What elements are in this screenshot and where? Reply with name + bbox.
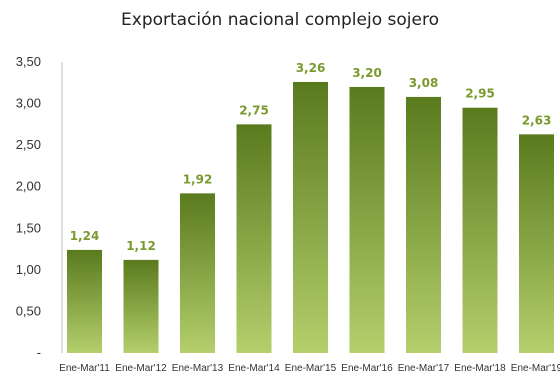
x-axis: Ene-Mar'11 Ene-Mar'12 Ene-Mar'13 Ene-Mar'14…	[59, 363, 560, 374]
y-tick-label: 2,50	[16, 137, 41, 152]
bar	[519, 134, 554, 353]
x-tick-label: Ene-Mar'13	[172, 363, 224, 374]
y-tick-label: -	[37, 345, 41, 360]
data-label: 2,63	[522, 113, 552, 127]
bar	[462, 107, 498, 353]
x-tick-label: Ene-Mar'18	[454, 363, 506, 374]
x-tick-label: Ene-Mar'16	[341, 363, 393, 374]
bar	[349, 86, 385, 353]
bar	[293, 81, 328, 353]
data-label: 2,95	[465, 87, 495, 101]
y-tick-label: 3,00	[16, 96, 41, 111]
y-tick-label: 3,50	[16, 54, 41, 69]
x-tick-label: Ene-Mar'14	[228, 363, 280, 374]
bars-group	[67, 81, 554, 354]
data-label: 2,75	[239, 103, 269, 117]
x-tick-label: Ene-Mar'19	[511, 363, 560, 374]
data-label: 3,26	[296, 61, 326, 75]
data-label: 1,92	[183, 172, 213, 186]
bar	[67, 249, 102, 353]
bar	[406, 96, 441, 354]
x-tick-label: Ene-Mar'17	[398, 363, 450, 374]
x-tick-label: Ene-Mar'12	[115, 363, 167, 374]
data-label: 3,08	[409, 76, 439, 90]
chart-title: Exportación nacional complejo sojero	[121, 10, 439, 30]
y-tick-label: 0,50	[16, 303, 41, 318]
data-label: 1,12	[126, 239, 156, 253]
x-tick-label: Ene-Mar'11	[59, 363, 110, 374]
bar	[180, 193, 215, 353]
x-tick-label: Ene-Mar'15	[285, 363, 337, 374]
y-tick-label: 1,50	[16, 220, 41, 235]
data-label: 3,20	[352, 66, 382, 80]
bar	[236, 124, 272, 353]
data-labels-group: 1,24 1,12 1,92 2,75 3,26 3,20 3,08 2,95 2,63	[70, 61, 552, 253]
data-label: 1,24	[70, 229, 100, 243]
y-tick-label: 1,00	[16, 262, 41, 277]
y-tick-label: 2,00	[16, 179, 41, 194]
y-axis: - 0,50 1,00 1,50 2,00 2,50 3,00 3,50	[16, 54, 41, 360]
bar	[123, 259, 159, 353]
